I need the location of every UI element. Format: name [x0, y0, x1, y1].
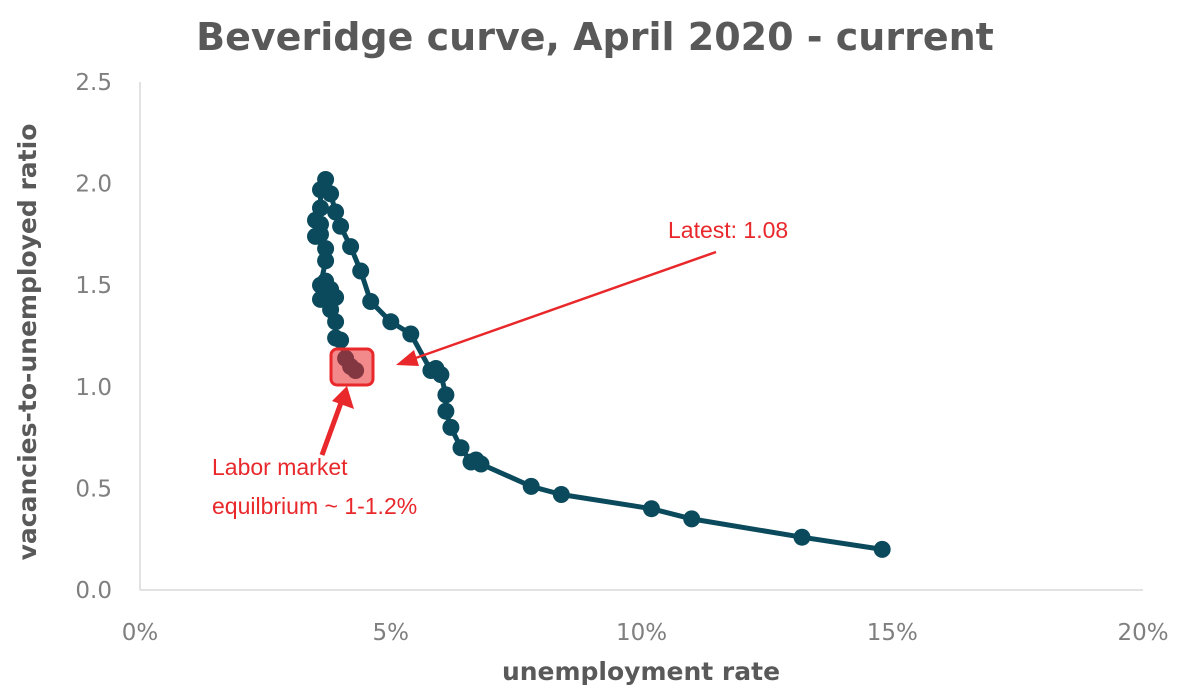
x-axis-label: unemployment rate	[502, 657, 780, 686]
data-point	[312, 181, 329, 199]
x-tick-label: 10%	[616, 620, 667, 646]
data-point	[327, 313, 345, 331]
data-point	[382, 313, 400, 331]
data-point	[452, 439, 470, 457]
data-point	[307, 211, 324, 229]
data-point	[873, 540, 891, 558]
equilibrium-arrow	[319, 386, 354, 456]
data-point	[793, 528, 811, 546]
data-point	[332, 217, 350, 235]
y-tick-label: 1.5	[75, 273, 112, 299]
data-point	[437, 386, 455, 404]
data-point	[327, 203, 345, 221]
x-tick-label: 15%	[867, 620, 918, 646]
x-tick-label: 20%	[1117, 620, 1168, 646]
data-point	[312, 225, 329, 243]
data-point	[317, 252, 335, 270]
latest-arrow	[396, 250, 717, 366]
y-tick-label: 2.5	[75, 70, 112, 96]
y-tick-label: 1.0	[75, 375, 112, 401]
data-point	[317, 240, 335, 258]
data-point	[462, 453, 480, 471]
x-tick-label: 0%	[122, 620, 159, 646]
latest-annotation: Latest: 1.08	[668, 217, 788, 243]
x-tick-labels: 0% 5% 10% 15% 20%	[122, 620, 1169, 646]
data-point	[643, 500, 660, 518]
x-tick-label: 5%	[373, 620, 410, 646]
data-point	[362, 293, 380, 310]
data-point	[437, 402, 455, 420]
equilibrium-annotation-line1: Labor market	[212, 454, 348, 480]
y-tick-label: 0.0	[75, 578, 112, 604]
axes	[139, 82, 1143, 591]
data-point	[342, 238, 360, 256]
data-point	[552, 486, 570, 503]
data-point	[683, 510, 701, 528]
y-axis-label: vacancies-to-unemployed ratio	[13, 124, 42, 561]
y-tick-label: 0.5	[75, 476, 112, 502]
data-point	[327, 288, 345, 306]
data-point	[352, 262, 370, 280]
data-point	[422, 362, 440, 379]
data-point	[522, 477, 540, 495]
data-point	[442, 418, 460, 436]
latest-highlight-box	[329, 347, 375, 387]
equilibrium-annotation-line2: equilbrium ~ 1-1.2%	[212, 493, 417, 519]
y-tick-labels: 0.0 0.5 1.0 1.5 2.0 2.5	[75, 70, 112, 604]
chart-title: Beveridge curve, April 2020 - current	[196, 15, 994, 59]
data-point	[402, 325, 420, 343]
data-point	[332, 331, 350, 349]
y-tick-label: 2.0	[75, 172, 112, 198]
